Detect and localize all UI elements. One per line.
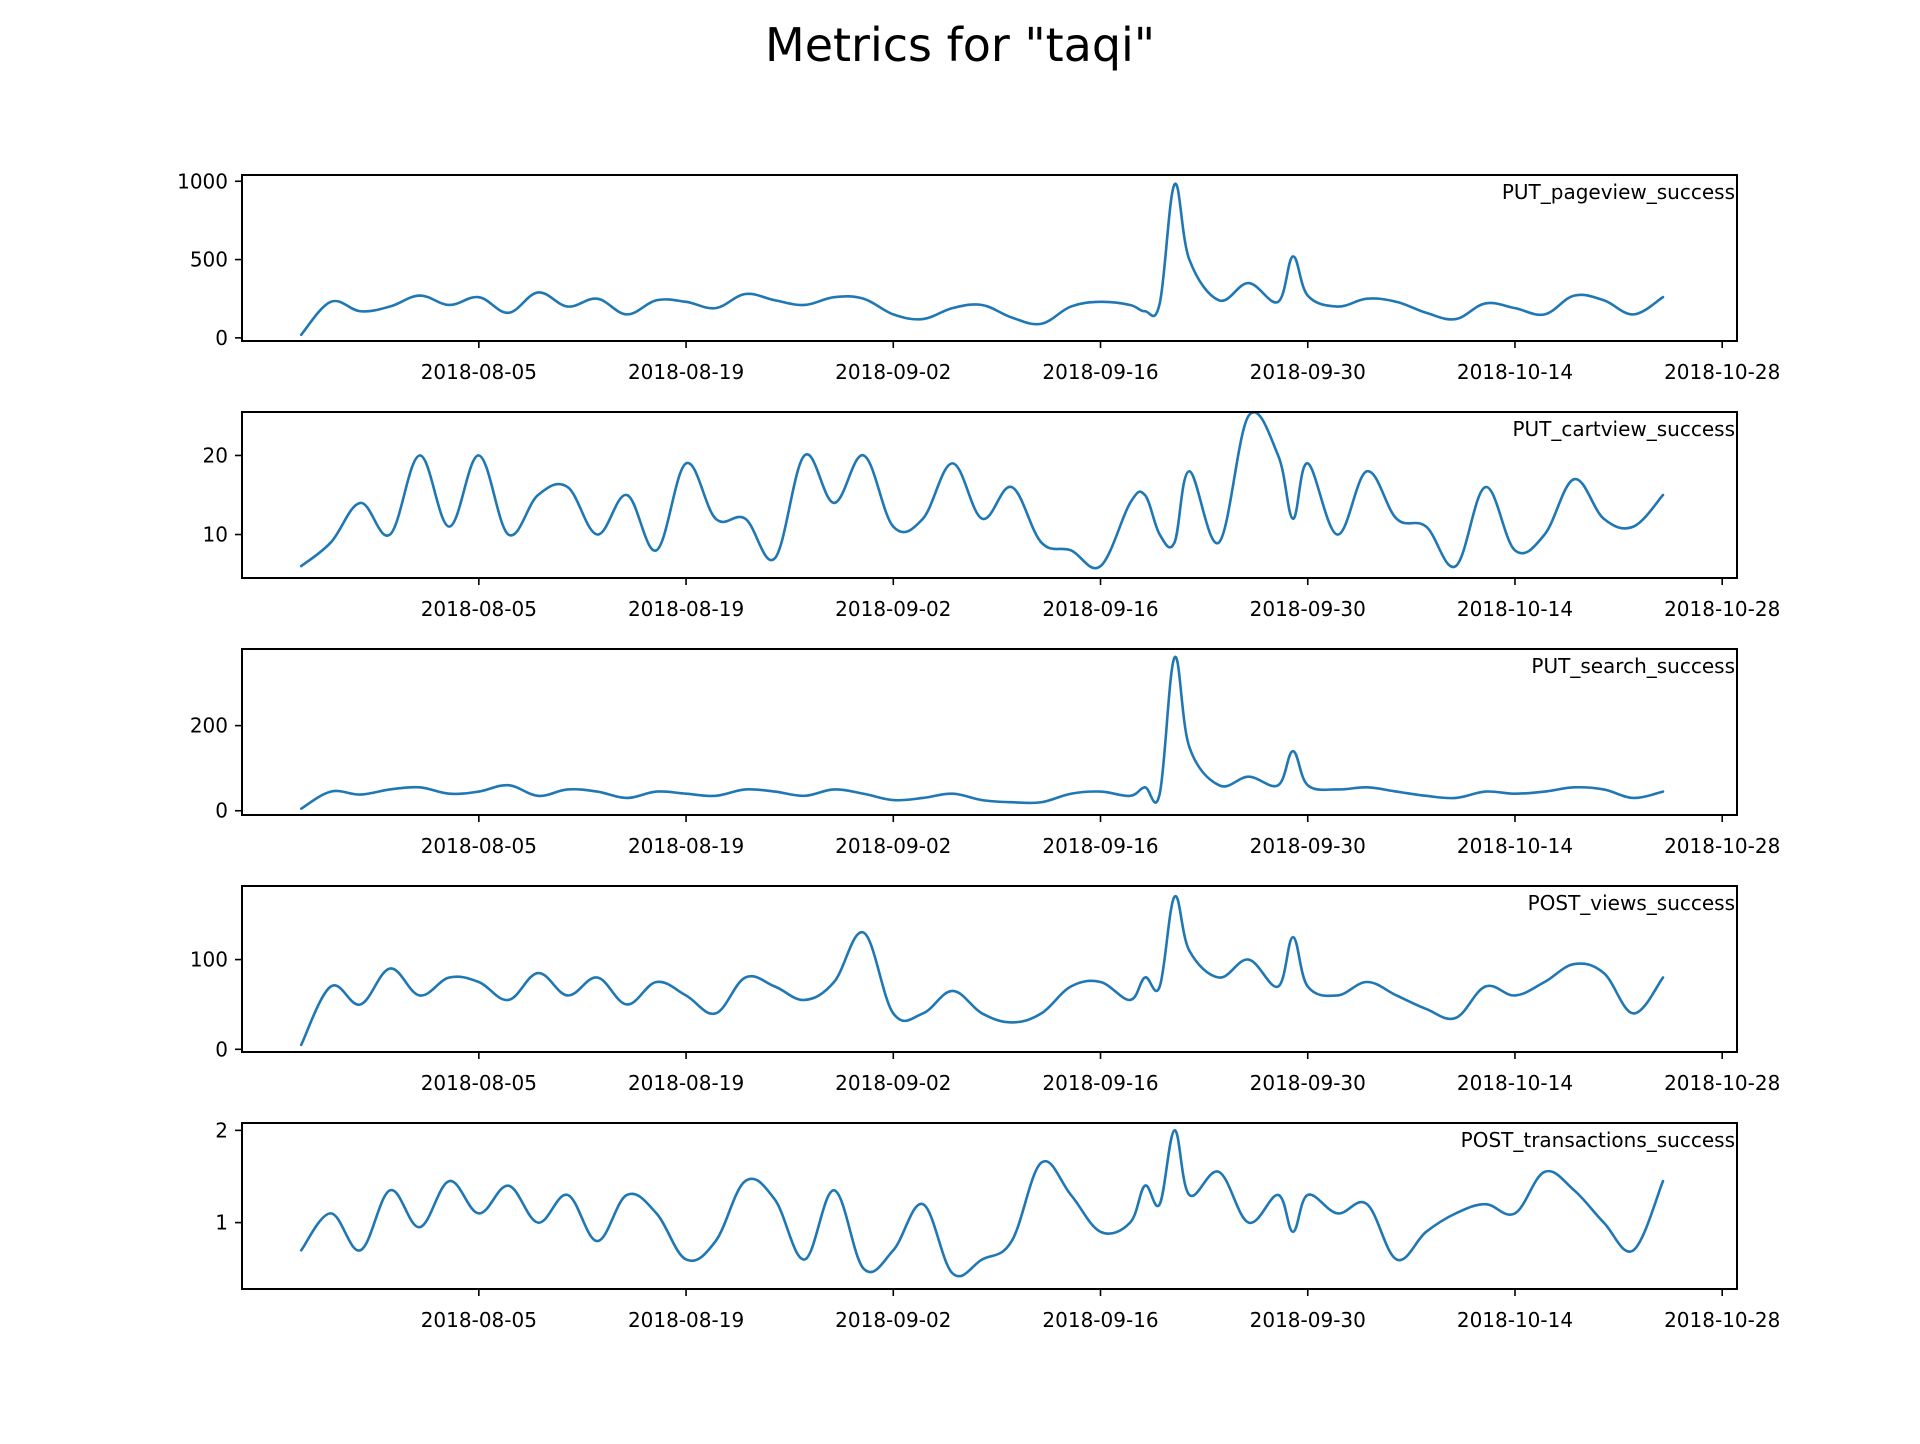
series-label: PUT_pageview_success	[1502, 180, 1735, 204]
x-tick-label: 2018-09-30	[1250, 597, 1366, 621]
x-tick-label: 2018-08-05	[421, 1071, 537, 1095]
series-label: PUT_cartview_success	[1512, 417, 1735, 441]
axes-frame	[241, 648, 1738, 816]
y-tick-label: 500	[190, 248, 228, 272]
x-tick-label: 2018-10-28	[1664, 1308, 1780, 1332]
x-tick-label: 2018-10-14	[1457, 597, 1573, 621]
x-tick-label: 2018-08-19	[628, 597, 744, 621]
x-tick-label: 2018-09-02	[835, 360, 951, 384]
panel-3: 0 200 2018-08-05 2018-08-19 2018-09-02 2018-0…	[190, 648, 1780, 858]
y-tick-label: 0	[215, 1037, 228, 1061]
y-tick-label: 200	[190, 714, 228, 738]
series-line-POST_transactions_success	[299, 1129, 1665, 1278]
y-tick-label: 10	[203, 523, 228, 547]
x-tick-label: 2018-09-30	[1250, 1071, 1366, 1095]
x-tick-label: 2018-08-05	[421, 1308, 537, 1332]
x-tick-label: 2018-09-16	[1042, 360, 1158, 384]
x-tick-label: 2018-08-05	[421, 360, 537, 384]
y-tick-label: 0	[215, 799, 228, 823]
x-tick-label: 2018-08-19	[628, 834, 744, 858]
series-label: PUT_search_success	[1531, 654, 1735, 678]
axes-frame	[241, 411, 1738, 579]
axes-frame	[241, 885, 1738, 1053]
chart-title: Metrics for "taqi"	[765, 18, 1155, 72]
x-tick-label: 2018-09-16	[1042, 834, 1158, 858]
x-tick-label: 2018-10-28	[1664, 597, 1780, 621]
x-tick-label: 2018-09-30	[1250, 1308, 1366, 1332]
panel-4: 0 100 2018-08-05 2018-08-19 2018-09-02 2018-0…	[190, 885, 1780, 1095]
y-tick-label: 1000	[177, 169, 228, 193]
x-tick-label: 2018-10-28	[1664, 834, 1780, 858]
series-line-POST_views_success	[299, 895, 1665, 1047]
axes-frame	[241, 1122, 1738, 1290]
x-tick-label: 2018-10-14	[1457, 834, 1573, 858]
panel-1: 0 500 1000 2018-08-05 2018-08-19 2018-09-02 20…	[177, 169, 1780, 384]
x-tick-label: 2018-08-19	[628, 1308, 744, 1332]
x-tick-label: 2018-09-02	[835, 597, 951, 621]
x-tick-label: 2018-10-14	[1457, 1308, 1573, 1332]
y-tick-label: 1	[215, 1211, 228, 1235]
x-tick-label: 2018-09-02	[835, 1071, 951, 1095]
y-tick-label: 0	[215, 326, 228, 350]
x-tick-label: 2018-09-16	[1042, 1071, 1158, 1095]
x-tick-label: 2018-09-16	[1042, 1308, 1158, 1332]
x-tick-label: 2018-09-16	[1042, 597, 1158, 621]
x-tick-label: 2018-09-02	[835, 1308, 951, 1332]
x-tick-label: 2018-09-30	[1250, 834, 1366, 858]
x-tick-label: 2018-08-05	[421, 597, 537, 621]
x-tick-label: 2018-08-19	[628, 1071, 744, 1095]
x-tick-label: 2018-08-19	[628, 360, 744, 384]
y-tick-label: 100	[190, 948, 228, 972]
y-tick-label: 2	[215, 1118, 228, 1142]
panel-5: 1 2 2018-08-05 2018-08-19 2018-09-02 2018-09-…	[215, 1118, 1780, 1332]
y-tick-label: 20	[203, 443, 228, 467]
series-line-PUT_search_success	[299, 655, 1665, 810]
x-tick-label: 2018-10-28	[1664, 360, 1780, 384]
x-tick-label: 2018-09-02	[835, 834, 951, 858]
series-line-PUT_cartview_success	[299, 411, 1665, 570]
x-tick-label: 2018-09-30	[1250, 360, 1366, 384]
axes-frame	[241, 174, 1738, 342]
series-label: POST_views_success	[1528, 891, 1735, 915]
x-tick-label: 2018-10-14	[1457, 1071, 1573, 1095]
x-tick-label: 2018-08-05	[421, 834, 537, 858]
series-label: POST_transactions_success	[1461, 1128, 1735, 1152]
x-tick-label: 2018-10-28	[1664, 1071, 1780, 1095]
panel-2: 10 20 2018-08-05 2018-08-19 2018-09-02 2018-0…	[203, 411, 1780, 621]
series-line-PUT_pageview_success	[299, 182, 1665, 337]
x-tick-label: 2018-10-14	[1457, 360, 1573, 384]
